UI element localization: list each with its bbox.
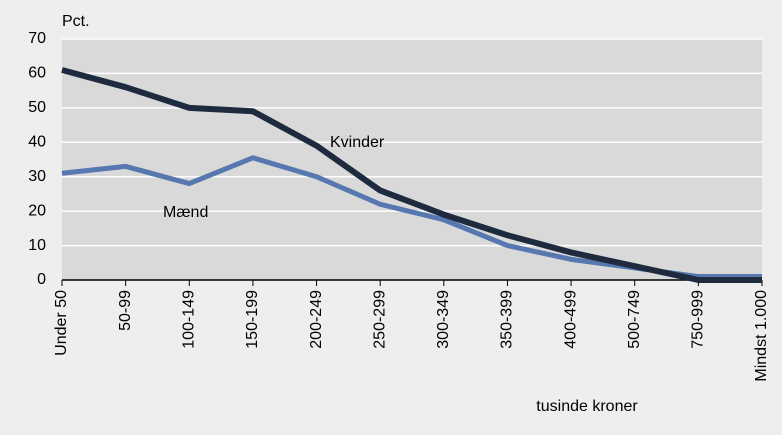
x-tick-label: 250-299 bbox=[371, 290, 388, 349]
x-tick-label: Mindst 1.000 bbox=[753, 290, 770, 382]
x-axis-label: tusinde kroner bbox=[536, 398, 638, 415]
y-tick-label: 40 bbox=[28, 134, 46, 151]
y-tick-label: 50 bbox=[28, 99, 46, 116]
y-tick-label: 30 bbox=[28, 168, 46, 185]
y-tick-label: 0 bbox=[37, 271, 46, 288]
x-tick-label: 100-149 bbox=[180, 290, 197, 349]
y-tick-label: 10 bbox=[28, 237, 46, 254]
y-tick-label: 70 bbox=[28, 30, 46, 47]
x-tick-label: Under 50 bbox=[53, 290, 70, 356]
plot-area bbox=[62, 39, 762, 280]
x-tick-label: 500-749 bbox=[626, 290, 643, 349]
x-tick-label: 750-999 bbox=[690, 290, 707, 349]
y-tick-label: 20 bbox=[28, 202, 46, 219]
series-line bbox=[61, 67, 762, 283]
y-tick-label: 60 bbox=[28, 65, 46, 82]
x-tick-label: 200-249 bbox=[308, 290, 325, 349]
series-label: Kvinder bbox=[330, 134, 385, 151]
x-tick-label: 350-399 bbox=[499, 290, 516, 349]
y-axis-label: Pct. bbox=[62, 13, 90, 30]
x-tick-label: 300-349 bbox=[435, 290, 452, 349]
x-tick-label: 150-199 bbox=[244, 290, 261, 349]
x-tick-label: 400-499 bbox=[562, 290, 579, 349]
x-tick-label: 50-99 bbox=[117, 290, 134, 331]
series-label: Mænd bbox=[163, 204, 208, 221]
